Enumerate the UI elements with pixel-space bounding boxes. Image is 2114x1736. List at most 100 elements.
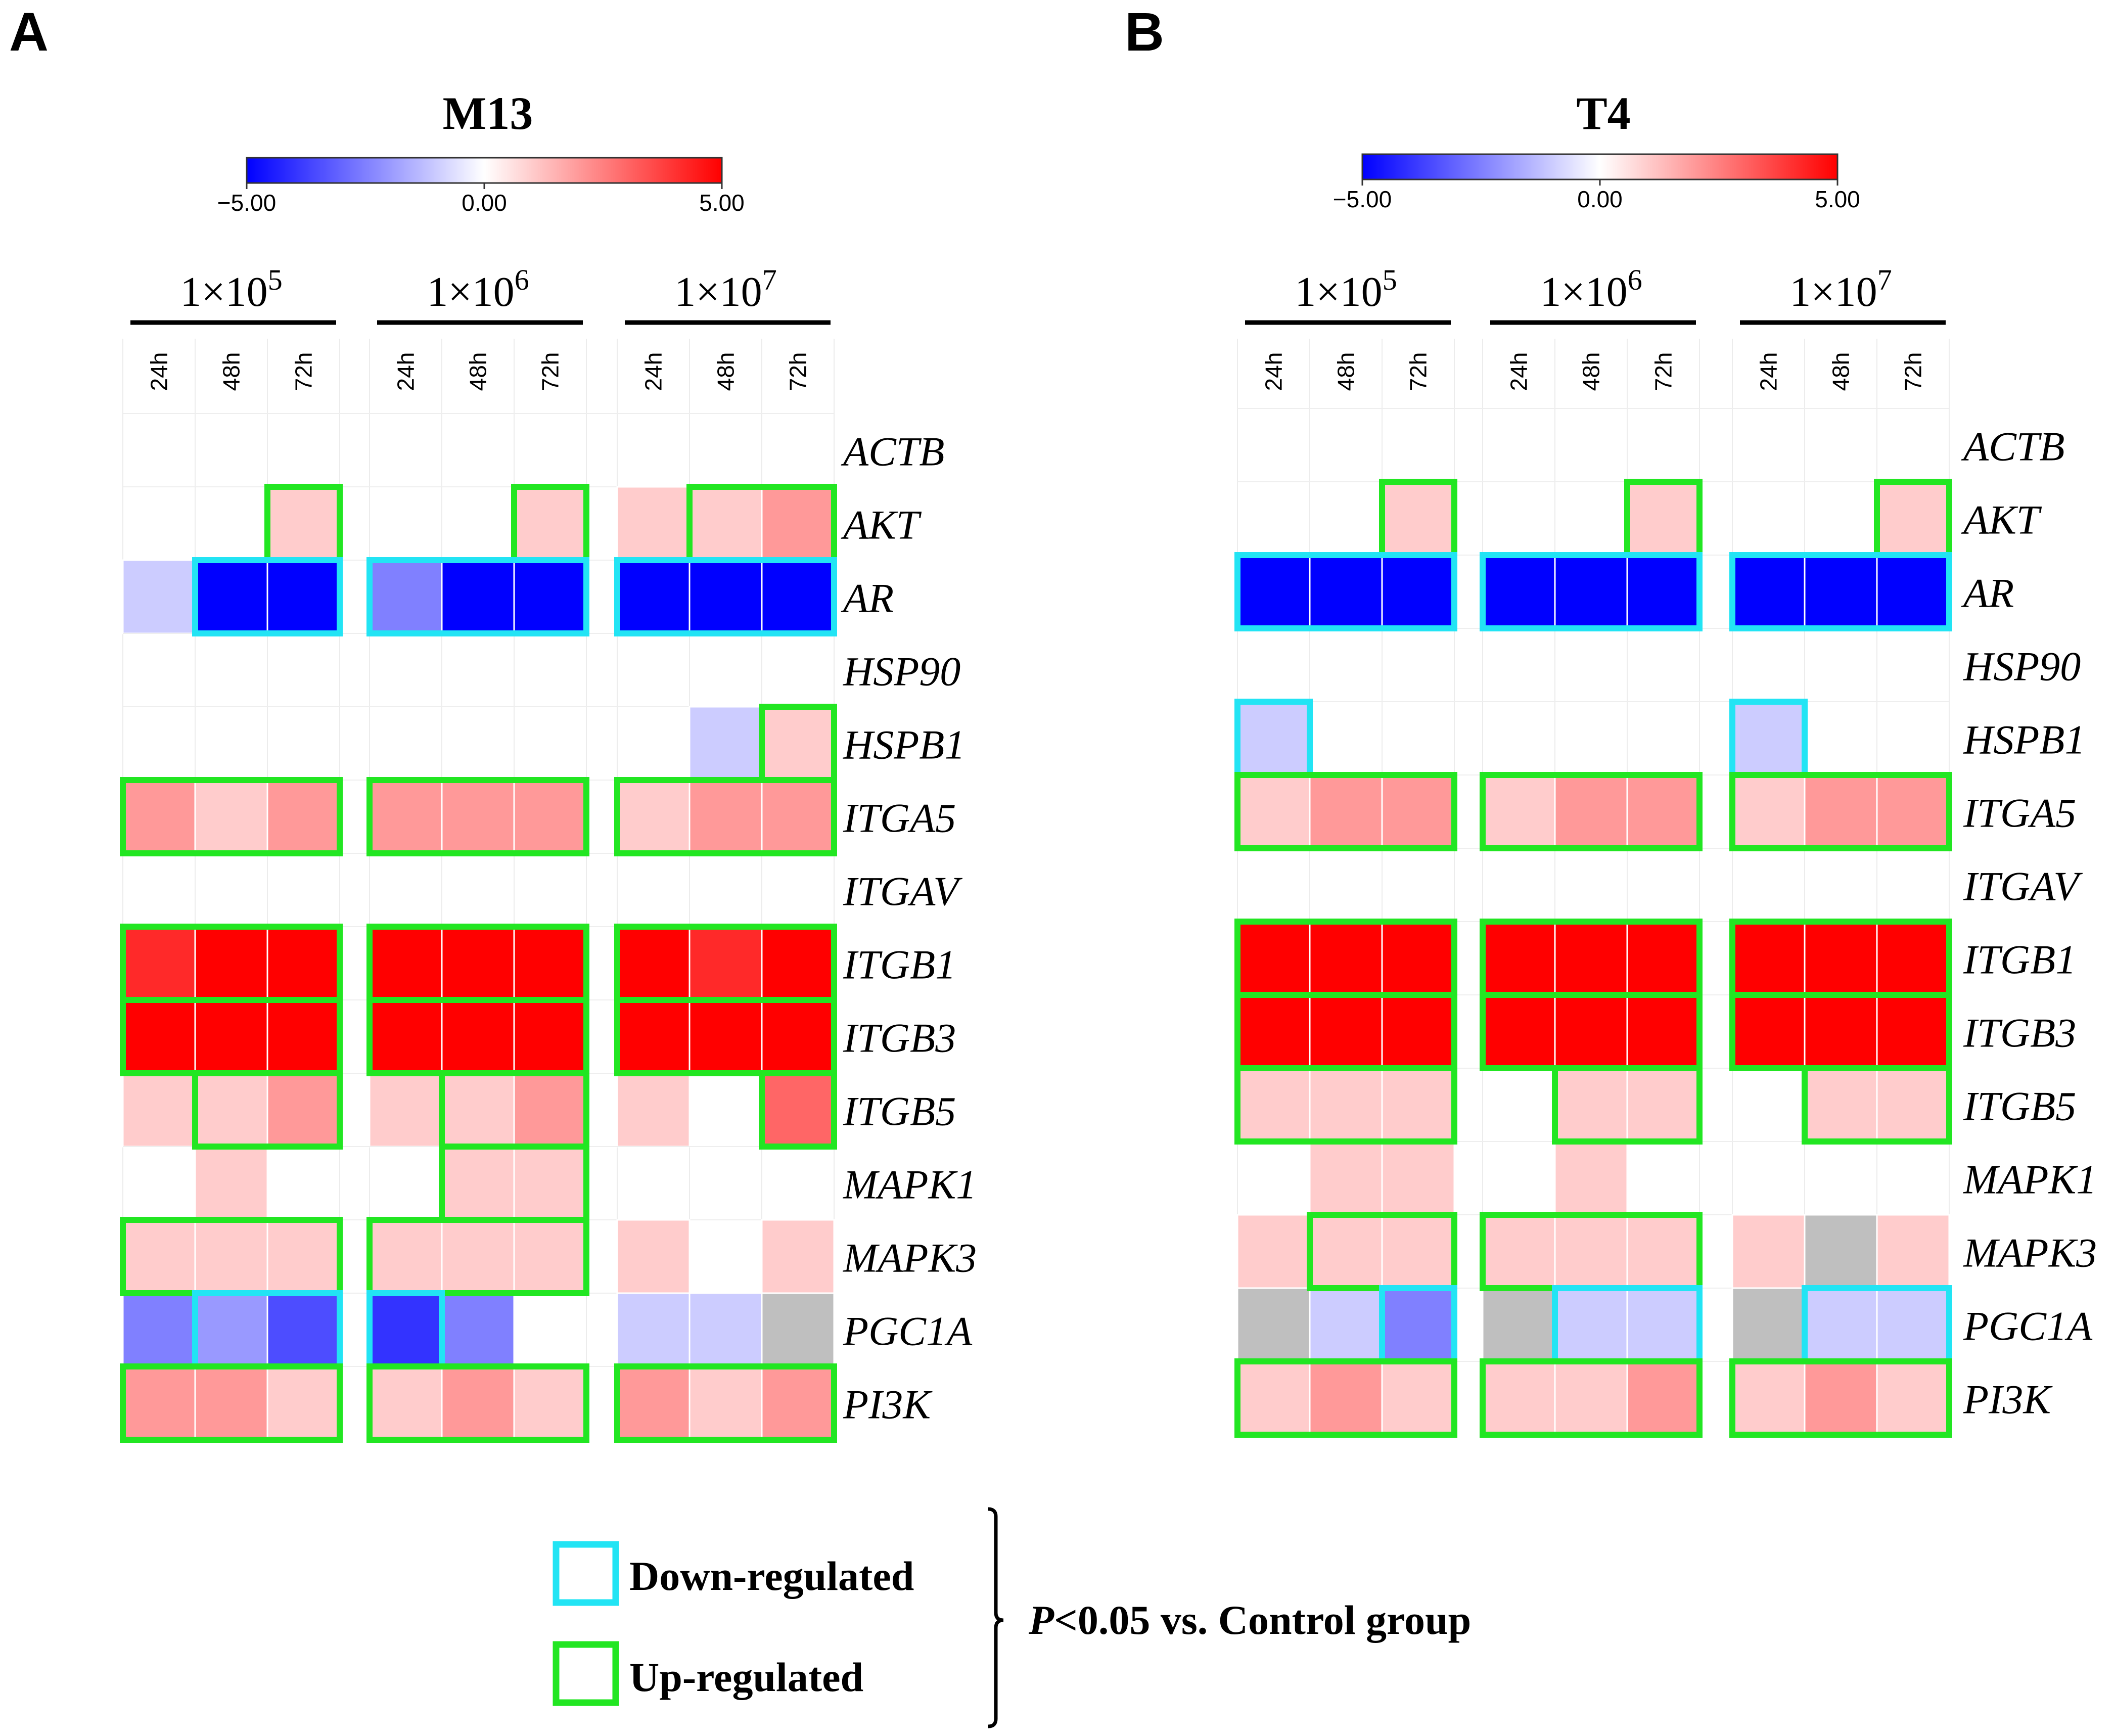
heatmap-cell xyxy=(266,1365,341,1441)
heatmap-cell xyxy=(1381,1067,1455,1143)
colorbar-tick-label: 5.00 xyxy=(1815,186,1860,212)
gene-label: ITGB1 xyxy=(1963,937,2076,983)
gene-label: HSP90 xyxy=(843,649,960,695)
timepoint-label: 72h xyxy=(291,352,317,391)
heatmap-cell xyxy=(616,1365,691,1441)
gene-label: ITGA5 xyxy=(1963,790,2076,836)
up-regulated-box xyxy=(1234,1358,1457,1438)
heatmap-cell xyxy=(1554,1067,1628,1143)
heatmap-cell xyxy=(194,999,268,1074)
heatmap-cell xyxy=(194,1072,268,1148)
timepoint-label: 72h xyxy=(1650,352,1677,391)
heatmap-cell xyxy=(1876,994,1950,1069)
down-regulated-swatch xyxy=(553,1541,619,1606)
panel-title: M13 xyxy=(443,87,533,139)
heatmap-cell xyxy=(1236,1287,1311,1362)
panel-b: B T4 −5.00 0.00 5.00 1×105 24h 48h 72h 1×106 24h 48… xyxy=(1125,1,2097,1438)
heatmap-cell xyxy=(761,1219,835,1294)
up-regulated-box xyxy=(1480,772,1703,851)
heatmap-cell xyxy=(761,486,835,561)
up-regulated-box xyxy=(1234,1065,1457,1145)
heatmap-cell xyxy=(1309,1214,1383,1289)
heatmap-cell xyxy=(1554,1214,1628,1289)
gene-label: MAPK1 xyxy=(843,1162,977,1208)
up-regulated-box xyxy=(120,777,343,856)
colorbar xyxy=(246,157,723,184)
heatmap-cell xyxy=(266,779,341,854)
gene-label: AR xyxy=(841,575,894,621)
group-label: 1×106 xyxy=(427,263,529,315)
up-regulated-box xyxy=(366,1363,589,1443)
heatmap-cell xyxy=(688,559,763,634)
down-regulated-label: Down-regulated xyxy=(629,1553,914,1599)
heatmap-cell xyxy=(1626,554,1701,629)
up-regulated-label: Up-regulated xyxy=(629,1654,863,1700)
heatmap-cell xyxy=(1554,1287,1628,1362)
heatmap-cell xyxy=(1381,921,1455,996)
heatmap-cell xyxy=(1804,994,1878,1069)
heatmap-cell xyxy=(194,779,268,854)
heatmap-cell xyxy=(513,486,587,561)
heatmap-cell xyxy=(1309,921,1383,996)
heatmap-cell xyxy=(441,1219,515,1294)
heatmap-cell xyxy=(1236,701,1311,776)
heatmap-cell xyxy=(616,1219,691,1294)
heatmap-cell xyxy=(441,926,515,1001)
heatmap-cell xyxy=(1876,774,1950,849)
heatmap-cell xyxy=(1731,774,1806,849)
gene-label: MAPK1 xyxy=(1963,1157,2097,1203)
heatmap-cell xyxy=(1554,554,1628,629)
heatmap-cell xyxy=(513,926,587,1001)
heatmap-cell xyxy=(688,1365,763,1441)
heatmap-cell xyxy=(266,1292,341,1367)
down-regulated-box xyxy=(1480,552,1703,631)
heatmap-cell xyxy=(369,779,443,854)
timepoint-label: 48h xyxy=(218,352,245,391)
heatmap-cell xyxy=(122,779,196,854)
heatmap-cell xyxy=(1482,774,1556,849)
heatmap-cell xyxy=(1731,1360,1806,1436)
heatmap-cell xyxy=(513,779,587,854)
gene-label: ITGAV xyxy=(1963,863,2083,909)
timepoint-label: 48h xyxy=(713,352,739,391)
colorbar-tick-label: −5.00 xyxy=(1333,186,1392,212)
colorbar-tick-label: 0.00 xyxy=(462,190,507,216)
heatmap-cell xyxy=(369,926,443,1001)
heatmap-cell xyxy=(122,1292,196,1367)
gene-label: ACTB xyxy=(1961,424,2064,470)
heatmap-cell xyxy=(441,779,515,854)
heatmap-cell xyxy=(1236,921,1311,996)
up-regulated-box xyxy=(120,1363,343,1443)
heatmap-cell xyxy=(441,999,515,1074)
gene-label: PI3K xyxy=(1963,1377,2053,1423)
heatmap-cell xyxy=(1309,994,1383,1069)
timepoint-label: 72h xyxy=(1405,352,1432,391)
heatmap-cell xyxy=(1236,1360,1311,1436)
heatmap-cell xyxy=(1309,1067,1383,1143)
heatmap-cell xyxy=(1309,1360,1383,1436)
heatmap-cell xyxy=(688,779,763,854)
heatmap-cell xyxy=(266,926,341,1001)
heatmap-cell xyxy=(441,559,515,634)
heatmap-cell xyxy=(1731,701,1806,776)
heatmap-cell xyxy=(1731,554,1806,629)
heatmap-cell xyxy=(369,1365,443,1441)
heatmap-cell xyxy=(1731,1214,1806,1289)
up-regulated-box xyxy=(614,1363,837,1443)
group-label: 1×106 xyxy=(1540,263,1642,315)
heatmap-cell xyxy=(761,559,835,634)
heatmap-cell xyxy=(513,1146,587,1221)
heatmap-cell xyxy=(1482,554,1556,629)
significance-legend: Down-regulated Up-regulated P<0.05 vs. C… xyxy=(553,1507,1471,1728)
heatmap-cell xyxy=(441,1292,515,1367)
gene-label: ITGB3 xyxy=(1963,1010,2076,1056)
heatmap-cell xyxy=(1731,1287,1806,1362)
up-regulated-box xyxy=(192,1070,343,1150)
heatmap-cell xyxy=(1236,554,1311,629)
heatmap-cell xyxy=(266,999,341,1074)
heatmap-cell xyxy=(616,1292,691,1367)
gene-label: ITGB5 xyxy=(1963,1083,2076,1129)
heatmap-cell xyxy=(688,999,763,1074)
gene-label: MAPK3 xyxy=(1963,1230,2097,1276)
gene-label: HSPB1 xyxy=(843,722,965,768)
